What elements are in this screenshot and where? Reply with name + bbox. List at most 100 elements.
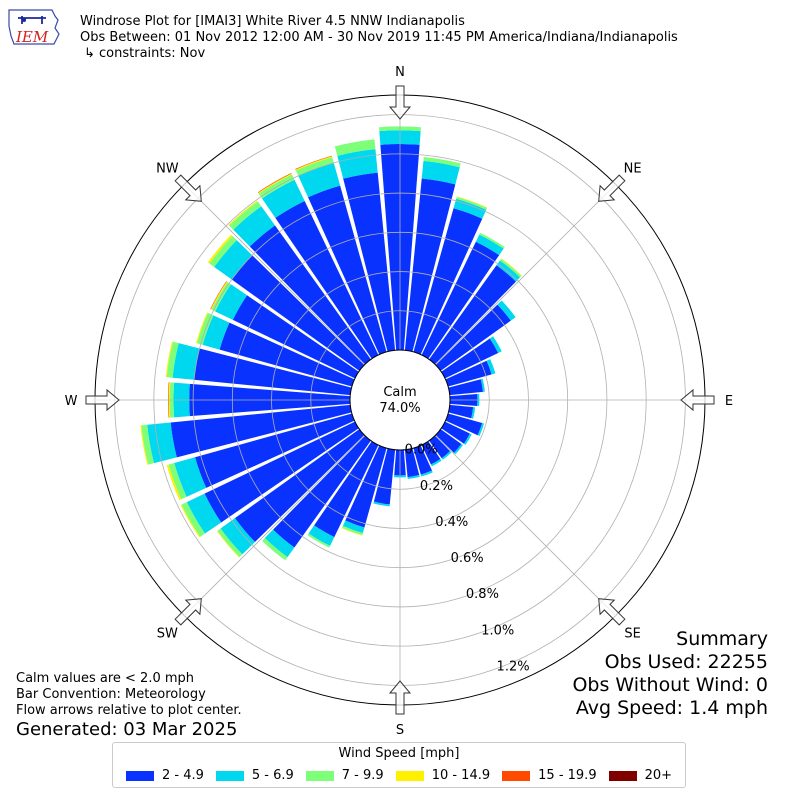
bar-260-bin-0 <box>170 404 352 458</box>
obs-without-wind: Obs Without Wind: 0 <box>572 674 768 696</box>
legend-item: 15 - 19.9 <box>502 768 597 783</box>
bar-20-bin-0 <box>413 208 483 355</box>
bar-260-bin-3 <box>140 425 149 465</box>
bar-240-bin-2 <box>181 502 205 537</box>
bar-210-bin-2 <box>307 533 331 548</box>
bar-120-bin-1 <box>463 433 472 445</box>
bar-40-bin-1 <box>496 260 521 282</box>
direction-label-n: N <box>395 65 405 80</box>
calm-note: Calm values are < 2.0 mph <box>16 671 195 686</box>
direction-label-nw: NW <box>156 161 179 176</box>
flow-arrow-ne <box>598 174 626 202</box>
direction-label-ne: NE <box>624 161 642 176</box>
grid-spoke <box>184 184 365 365</box>
bar-240-bin-1 <box>186 493 222 534</box>
bar-140-bin-1 <box>441 451 452 460</box>
bar-310-bin-2 <box>209 236 237 267</box>
calm-circle <box>349 349 451 451</box>
bar-280-bin-2 <box>166 341 179 378</box>
flow-arrow-w <box>85 388 120 412</box>
radial-tick-label: 0.8% <box>466 587 499 602</box>
direction-labels: N NE E SE S SW W NW <box>65 65 734 738</box>
logo-text: IEM <box>15 28 49 46</box>
flow-arrow-sw <box>174 598 202 626</box>
bar-310-bin-0 <box>231 255 365 371</box>
bar-10-bin-0 <box>404 178 456 352</box>
legend-label: 20+ <box>644 768 673 783</box>
bar-30-bin-2 <box>479 232 505 249</box>
bar-320-bin-0 <box>249 225 371 365</box>
bar-10-bin-2 <box>423 156 461 168</box>
bar-280-bin-1 <box>172 343 200 380</box>
bar-convention-note: Bar Convention: Meteorology <box>16 687 206 702</box>
bar-340-bin-2 <box>295 157 334 176</box>
title-line-1: Windrose Plot for [IMAI3] White River 4.… <box>80 14 465 29</box>
legend-item: 10 - 14.9 <box>395 768 491 783</box>
bar-250-bin-1 <box>174 457 207 497</box>
bar-190-bin-0 <box>373 448 396 505</box>
summary-heading: Summary <box>676 628 768 650</box>
title-line-3: ↳ constraints: Nov <box>84 46 206 61</box>
title-line-2: Obs Between: 01 Nov 2012 12:00 AM - 30 N… <box>80 30 678 45</box>
bar-140-bin-0 <box>429 435 451 459</box>
bar-50-bin-0 <box>435 304 511 371</box>
legend-item: 2 - 4.9 <box>125 768 204 783</box>
radial-tick-label: 1.2% <box>497 659 530 674</box>
bar-300-bin-1 <box>215 284 248 320</box>
bar-210-bin-1 <box>308 525 335 546</box>
bar-320-bin-3 <box>228 200 258 226</box>
bar-170-bin-0 <box>404 448 420 478</box>
bar-100-bin-0 <box>448 404 474 419</box>
bar-40-bin-2 <box>499 258 522 278</box>
bar-340-bin-4 <box>295 155 332 170</box>
bar-150-bin-1 <box>430 459 442 467</box>
bar-250-bin-3 <box>166 464 182 501</box>
calm-label: Calm <box>383 385 416 400</box>
bar-250-bin-2 <box>168 463 187 500</box>
legend-swatch <box>305 770 334 781</box>
bar-110-bin-0 <box>445 413 483 436</box>
radial-tick-label: 0.6% <box>451 551 484 566</box>
flow-arrow-se <box>598 598 626 626</box>
bar-240-bin-0 <box>204 421 359 523</box>
bar-160-bin-0 <box>413 445 432 475</box>
direction-label-e: E <box>725 394 733 409</box>
bar-70-bin-0 <box>445 360 492 387</box>
bar-320-bin-2 <box>229 201 262 230</box>
bar-200-bin-3 <box>341 527 363 536</box>
bar-20-bin-2 <box>456 196 488 210</box>
chart-title: Windrose Plot for [IMAI3] White River 4.… <box>80 14 678 62</box>
legend-item: 20+ <box>608 768 673 783</box>
legend-swatch <box>125 770 154 781</box>
bar-300-bin-4 <box>210 281 227 310</box>
bar-70-bin-1 <box>486 359 496 375</box>
direction-arrows <box>85 85 715 715</box>
avg-speed: Avg Speed: 1.4 mph <box>575 697 768 719</box>
legend-swatch <box>215 770 244 781</box>
bar-290-bin-2 <box>196 312 214 345</box>
bar-40-bin-3 <box>501 258 522 276</box>
bar-330-bin-1 <box>262 179 305 218</box>
bar-200-bin-2 <box>342 525 363 536</box>
notes-panel: Calm values are < 2.0 mph Bar Convention… <box>16 671 242 719</box>
bar-210-bin-0 <box>314 441 379 538</box>
bar-290-bin-3 <box>195 312 208 344</box>
radial-tick-labels: 0.0% 0.2% 0.4% 0.6% 0.8% 1.0% 1.2% <box>405 443 530 675</box>
bar-240-bin-3 <box>180 504 201 538</box>
legend-label: 2 - 4.9 <box>161 768 204 783</box>
direction-label-sw: SW <box>157 627 178 642</box>
bar-280-bin-3 <box>165 341 173 378</box>
flow-arrow-n <box>388 85 412 120</box>
direction-label-s: S <box>396 723 404 738</box>
bar-340-bin-0 <box>308 185 387 355</box>
bar-300-bin-0 <box>232 295 359 379</box>
grid-spoke <box>435 184 616 365</box>
legend-label: 10 - 14.9 <box>431 768 491 783</box>
legend-swatch <box>608 770 637 781</box>
bar-100-bin-1 <box>471 407 476 419</box>
bar-340-bin-3 <box>295 156 333 171</box>
bar-50-bin-1 <box>497 300 516 321</box>
bar-350-bin-0 <box>343 172 396 352</box>
bar-80-bin-1 <box>480 378 485 392</box>
